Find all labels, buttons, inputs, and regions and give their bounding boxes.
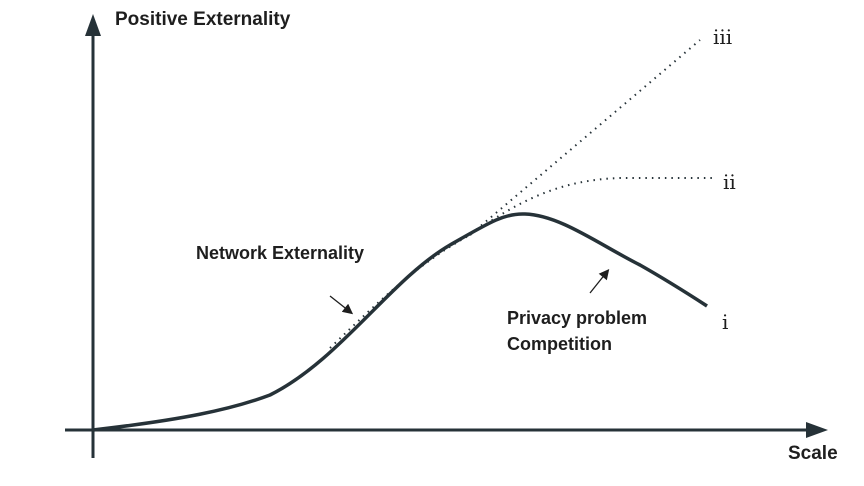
curve-i: [92, 212, 708, 432]
competition-label: Competition: [507, 334, 612, 354]
curve-iii-label: iii: [713, 25, 732, 49]
y-axis-label: Positive Externality: [115, 9, 291, 30]
curve-ii: [469, 177, 715, 236]
y-axis-arrow-icon: [85, 14, 101, 36]
privacy-problem-label: Privacy problem: [507, 308, 647, 328]
x-axis-label: Scale: [788, 443, 838, 464]
curve-ii-label: ii: [723, 170, 736, 194]
network-externality-label: Network Externality: [196, 243, 364, 263]
curve-iii: [329, 39, 701, 349]
curve-i-label: i: [722, 310, 728, 334]
network-arrow-icon: [329, 295, 354, 315]
x-axis-arrow-icon: [806, 422, 828, 438]
privacy-arrow-icon: [589, 268, 610, 294]
